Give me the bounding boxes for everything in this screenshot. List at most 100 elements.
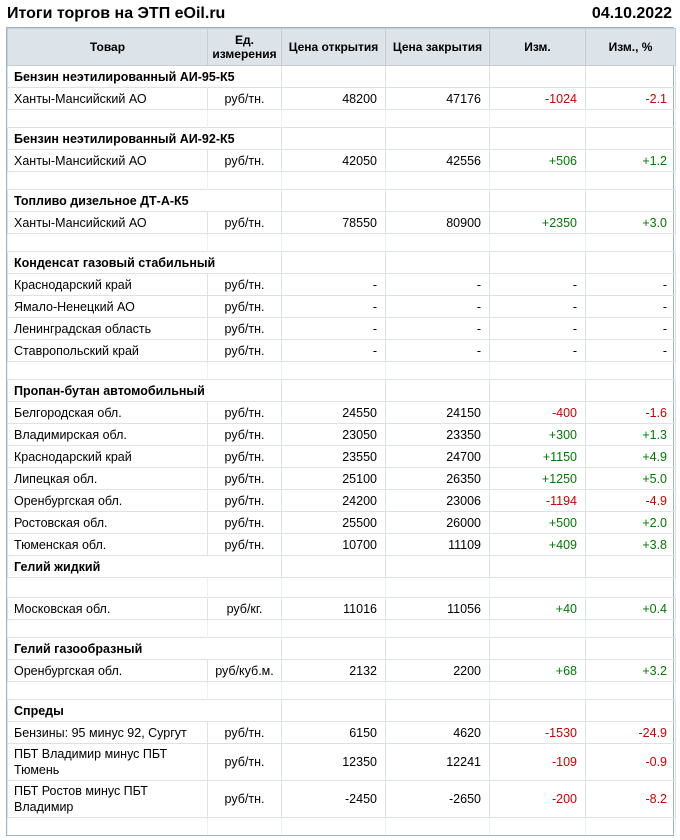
product-cell: Ямало-Ненецкий АО	[7, 295, 208, 318]
spacer-cell	[281, 619, 386, 638]
change-cell: +40	[489, 597, 586, 620]
spacer-cell	[7, 361, 208, 380]
empty-cell	[489, 379, 586, 402]
spacer-cell	[585, 817, 676, 835]
empty-cell	[585, 637, 676, 660]
close-price-cell: -	[385, 339, 490, 362]
spacer-cell	[207, 233, 282, 252]
spacer-cell	[489, 577, 586, 598]
unit-cell: руб/тн.	[207, 339, 282, 362]
empty-cell	[385, 189, 490, 212]
data-row: Ханты-Мансийский АО руб/тн. 48200 47176 -102…	[7, 87, 676, 110]
change-pct-cell: -4.9	[585, 489, 676, 512]
change-cell: -	[489, 295, 586, 318]
spacer-cell	[7, 171, 208, 190]
change-cell: -	[489, 339, 586, 362]
empty-cell	[489, 189, 586, 212]
spacer-cell	[489, 681, 586, 700]
empty-cell	[281, 251, 386, 274]
empty-cell	[585, 127, 676, 150]
unit-cell: руб/тн.	[207, 211, 282, 234]
spacer-cell	[281, 817, 386, 835]
change-pct-cell: +3.2	[585, 659, 676, 682]
empty-cell	[585, 65, 676, 88]
product-cell: Белгородская обл.	[7, 401, 208, 424]
column-header-open: Цена открытия	[281, 28, 386, 66]
open-price-cell: 6150	[281, 721, 386, 744]
data-row: Липецкая обл. руб/тн. 25100 26350 +1250 +5.0	[7, 467, 676, 490]
product-cell: Оренбургская обл.	[7, 659, 208, 682]
unit-cell: руб/тн.	[207, 149, 282, 172]
change-cell: +409	[489, 533, 586, 556]
close-price-cell: 26000	[385, 511, 490, 534]
open-price-cell: 78550	[281, 211, 386, 234]
data-row: ПБТ Владимир минус ПБТ Тюмень руб/тн. 1235…	[7, 743, 676, 781]
section-header-row: Гелий жидкий	[7, 555, 676, 578]
empty-cell	[489, 251, 586, 274]
product-cell: Бензины: 95 минус 92, Сургут	[7, 721, 208, 744]
data-row: Краснодарский край руб/тн. 23550 24700 +1150…	[7, 445, 676, 468]
empty-cell	[385, 555, 490, 578]
open-price-cell: 23050	[281, 423, 386, 446]
spacer-row	[7, 681, 676, 700]
product-cell: Ленинградская область	[7, 317, 208, 340]
product-cell: Ханты-Мансийский АО	[7, 149, 208, 172]
product-cell: Липецкая обл.	[7, 467, 208, 490]
unit-cell: руб/тн.	[207, 87, 282, 110]
change-cell: +1150	[489, 445, 586, 468]
change-pct-cell: +0.4	[585, 597, 676, 620]
change-pct-cell: +5.0	[585, 467, 676, 490]
change-cell: -1530	[489, 721, 586, 744]
spacer-cell	[585, 171, 676, 190]
data-row: Владимирская обл. руб/тн. 23050 23350 +300 +1…	[7, 423, 676, 446]
change-pct-cell: +1.2	[585, 149, 676, 172]
open-price-cell: -	[281, 295, 386, 318]
section-header-row: Конденсат газовый стабильный	[7, 251, 676, 274]
section-title: Гелий газообразный	[7, 637, 282, 660]
product-cell: Московская обл.	[7, 597, 208, 620]
spacer-cell	[281, 109, 386, 128]
empty-cell	[385, 65, 490, 88]
spacer-row	[7, 233, 676, 252]
spacer-cell	[489, 171, 586, 190]
close-price-cell: 2200	[385, 659, 490, 682]
spacer-cell	[489, 619, 586, 638]
open-price-cell: 24550	[281, 401, 386, 424]
product-cell: Оренбургская обл.	[7, 489, 208, 512]
data-row: Тюменская обл. руб/тн. 10700 11109 +409 +3.8	[7, 533, 676, 556]
change-pct-cell: +1.3	[585, 423, 676, 446]
unit-cell: руб/кг.	[207, 597, 282, 620]
empty-cell	[281, 555, 386, 578]
open-price-cell: -2450	[281, 780, 386, 818]
unit-cell: руб/тн.	[207, 780, 282, 818]
spacer-cell	[385, 817, 490, 835]
change-pct-cell: -0.9	[585, 743, 676, 781]
change-pct-cell: -	[585, 295, 676, 318]
section-header-row: Топливо дизельное ДТ-А-К5	[7, 189, 676, 212]
product-cell: Краснодарский край	[7, 445, 208, 468]
section-title: Топливо дизельное ДТ-А-К5	[7, 189, 282, 212]
open-price-cell: 12350	[281, 743, 386, 781]
spacer-cell	[7, 817, 208, 835]
close-price-cell: 23350	[385, 423, 490, 446]
empty-cell	[489, 637, 586, 660]
column-header-product: Товар	[7, 28, 208, 66]
unit-cell: руб/куб.м.	[207, 659, 282, 682]
data-row: Белгородская обл. руб/тн. 24550 24150 -400 -1…	[7, 401, 676, 424]
spacer-row	[7, 171, 676, 190]
section-title: Конденсат газовый стабильный	[7, 251, 282, 274]
open-price-cell: -	[281, 317, 386, 340]
change-pct-cell: +2.0	[585, 511, 676, 534]
empty-cell	[585, 699, 676, 722]
close-price-cell: 42556	[385, 149, 490, 172]
column-header-change-pct: Изм., %	[585, 28, 676, 66]
spacer-cell	[7, 109, 208, 128]
data-row: Ямало-Ненецкий АО руб/тн. - - - -	[7, 295, 676, 318]
unit-cell: руб/тн.	[207, 401, 282, 424]
change-cell: -1024	[489, 87, 586, 110]
open-price-cell: -	[281, 273, 386, 296]
empty-cell	[585, 555, 676, 578]
empty-cell	[489, 555, 586, 578]
unit-cell: руб/тн.	[207, 467, 282, 490]
spacer-cell	[281, 233, 386, 252]
